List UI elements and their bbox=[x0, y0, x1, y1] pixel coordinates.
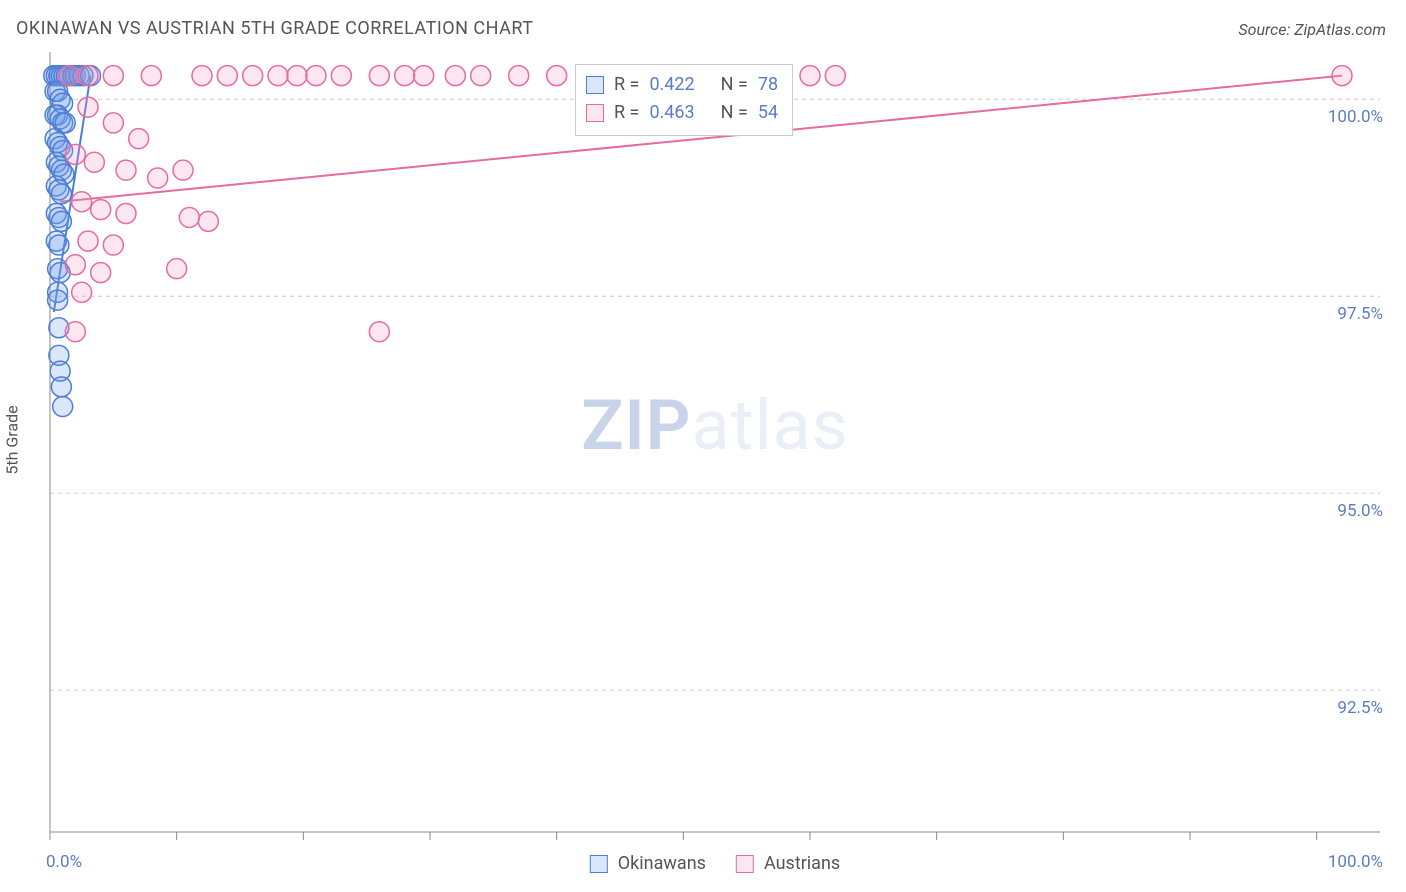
r-label: R = bbox=[614, 71, 639, 99]
legend-label: Austrians bbox=[764, 853, 840, 874]
x-tick-label: 100.0% bbox=[1328, 852, 1383, 872]
plot-area: ZIPatlas R =0.422N =78R =0.463N =54 Okin… bbox=[50, 52, 1380, 832]
chart-title: OKINAWAN VS AUSTRIAN 5TH GRADE CORRELATI… bbox=[16, 18, 534, 39]
legend-label: Okinawans bbox=[618, 853, 706, 874]
stats-legend-row: R = 0.463 N = 54 bbox=[586, 99, 778, 127]
legend-swatch bbox=[736, 855, 754, 873]
r-value: 0.463 bbox=[649, 99, 694, 127]
n-value: 54 bbox=[758, 99, 778, 127]
x-tick-label: 0.0% bbox=[46, 852, 82, 872]
legend-swatch bbox=[590, 855, 608, 873]
y-tick-label: 92.5% bbox=[1337, 698, 1383, 718]
stats-legend-row: R = 0.422 N = 78 bbox=[586, 71, 778, 99]
y-tick-label: 100.0% bbox=[1328, 107, 1383, 127]
legend-swatch bbox=[586, 104, 604, 122]
y-axis-label: 5th Grade bbox=[3, 405, 22, 474]
r-label: R = bbox=[614, 99, 639, 127]
bottom-legend: Okinawans Austrians bbox=[590, 853, 840, 874]
r-value: 0.422 bbox=[649, 71, 694, 99]
y-tick-label: 95.0% bbox=[1337, 501, 1383, 521]
n-label: N = bbox=[721, 99, 748, 127]
source-label: Source: ZipAtlas.com bbox=[1238, 20, 1386, 39]
legend-item: Okinawans bbox=[590, 853, 706, 874]
n-label: N = bbox=[721, 71, 748, 99]
chart-container: OKINAWAN VS AUSTRIAN 5TH GRADE CORRELATI… bbox=[0, 0, 1406, 892]
plot-svg bbox=[50, 52, 1380, 832]
n-value: 78 bbox=[758, 71, 778, 99]
legend-swatch bbox=[586, 76, 604, 94]
stats-legend: R = 0.422 N = 78 R = 0.463 N = 54 bbox=[575, 64, 793, 136]
legend-item: Austrians bbox=[736, 853, 840, 874]
y-tick-label: 97.5% bbox=[1337, 304, 1383, 324]
